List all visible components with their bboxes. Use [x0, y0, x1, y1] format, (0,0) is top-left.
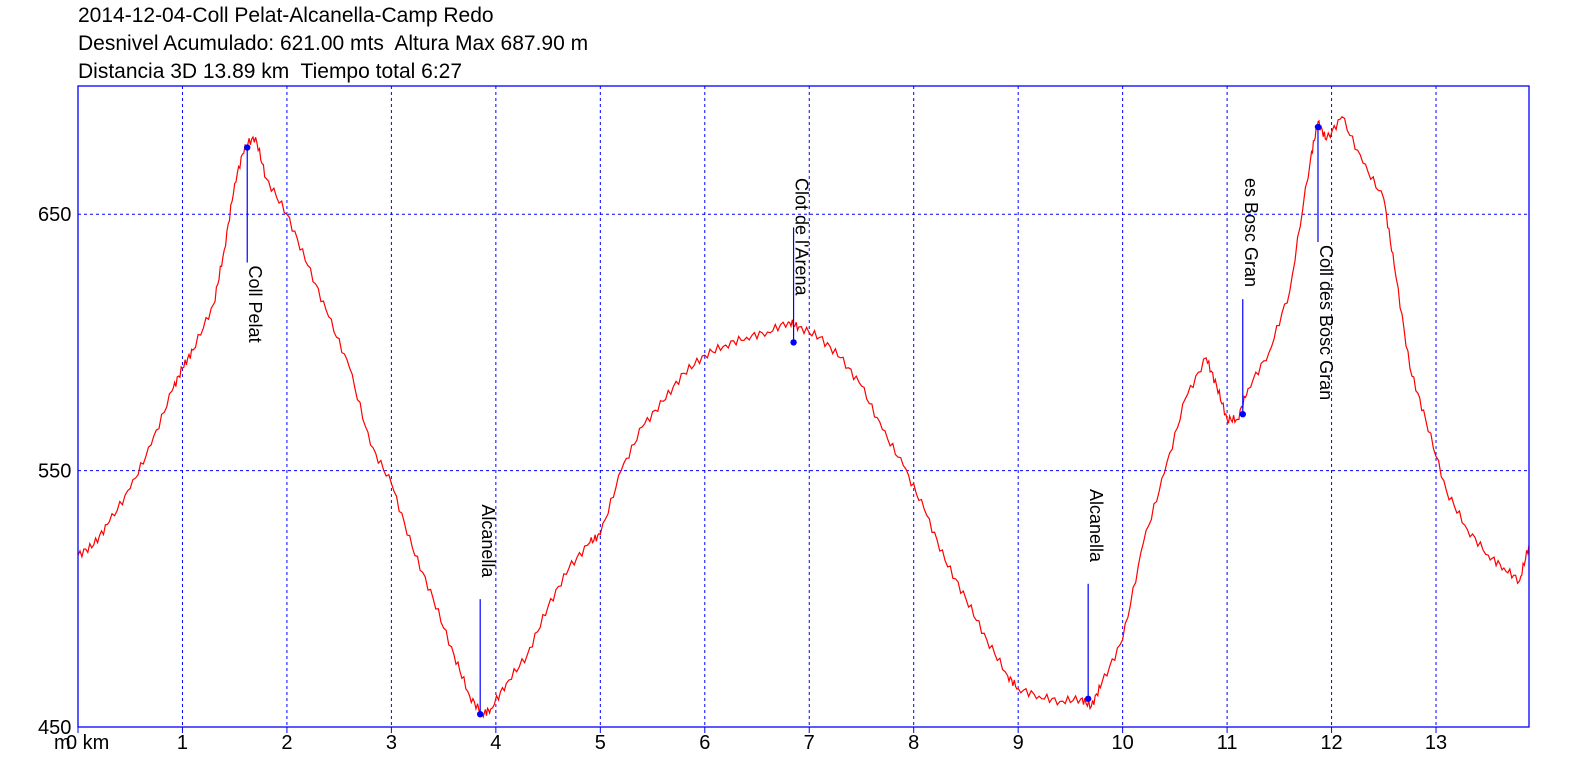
x-tick-label: 13 [1425, 732, 1447, 754]
x-tick-label: 6 [699, 732, 710, 754]
waypoint-label: es Bosc Gran [1241, 178, 1261, 287]
x-tick-label: 4 [490, 732, 501, 754]
waypoint-marker [790, 339, 797, 346]
waypoint-label: Coll Pelat [245, 266, 265, 343]
y-tick-label: 550 [38, 461, 71, 483]
waypoint-marker [1239, 410, 1246, 418]
x-tick-label: 3 [386, 732, 397, 754]
waypoint-label: Alcanella [478, 504, 498, 578]
y-unit-label: m [54, 732, 71, 754]
waypoint-marker [476, 710, 484, 718]
waypoint-marker [1314, 123, 1322, 131]
waypoint-marker [1084, 695, 1092, 702]
x-tick-label: 1 [177, 732, 188, 754]
waypoint-label: Coll des Bosc Gran [1316, 245, 1336, 400]
waypoint-label: Clot de l'Arena [792, 178, 812, 296]
x-tick-label: 5 [595, 732, 606, 754]
waypoint-marker [244, 144, 251, 151]
waypoint-layer: Coll Pelat Alcanella Clot de l'Arena Alcane… [244, 123, 1336, 718]
y-tick-label: 650 [38, 204, 71, 226]
x-tick-label: 10 [1112, 732, 1134, 754]
x-tick-label: 0 km [66, 732, 109, 754]
profile-layer [77, 115, 1530, 719]
x-tick-label: 8 [908, 732, 919, 754]
plot-frame [77, 85, 1530, 728]
y-tick-label: 450 [38, 717, 71, 739]
x-tick-label: 11 [1217, 732, 1238, 754]
elevation-series-line [77, 115, 1530, 719]
chart-subtitle-distance-time: Distancia 3D 13.89 km Tiempo total 6:27 [78, 60, 463, 83]
chart-subtitle-elevation: Desnivel Acumulado: 621.00 mts Altura Ma… [78, 32, 589, 55]
x-tick-label: 7 [804, 732, 815, 754]
x-tick-label: 9 [1013, 732, 1024, 754]
chart-title: 2014-12-04-Coll Pelat-Alcanella-Camp Red… [78, 4, 494, 27]
x-tick-label: 2 [281, 732, 292, 754]
grid-layer [78, 86, 1529, 727]
waypoint-label: Alcanella [1086, 489, 1106, 563]
x-tick-label: 12 [1320, 732, 1342, 754]
